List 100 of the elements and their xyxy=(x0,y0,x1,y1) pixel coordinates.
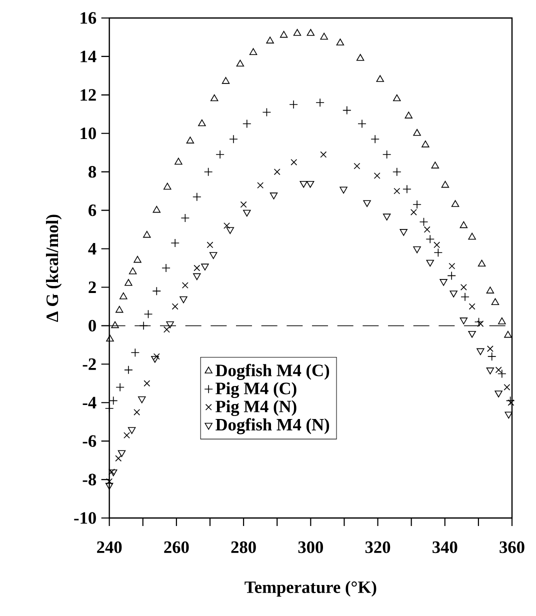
point xyxy=(106,478,113,485)
y-tick-label: 12 xyxy=(80,89,96,101)
x-tick-label: 280 xyxy=(231,541,256,554)
point xyxy=(105,482,114,490)
legend-label: Dogfish M4 (C) xyxy=(216,364,330,380)
legend-label: Pig M4 (N) xyxy=(216,400,296,416)
point xyxy=(498,317,506,324)
point xyxy=(440,279,448,286)
point xyxy=(487,352,496,361)
point xyxy=(393,94,401,102)
point xyxy=(172,303,178,310)
y-tick-label: 8 xyxy=(88,166,96,178)
point xyxy=(356,54,364,61)
y-tick-label: -4 xyxy=(82,396,96,408)
point xyxy=(460,221,468,228)
point xyxy=(266,36,274,44)
point xyxy=(340,186,348,194)
point xyxy=(506,396,515,406)
point xyxy=(242,119,252,128)
point xyxy=(358,119,366,128)
point xyxy=(476,348,484,356)
point xyxy=(413,246,421,254)
point xyxy=(153,353,160,360)
point xyxy=(186,136,194,144)
point xyxy=(412,200,422,209)
point xyxy=(508,399,514,406)
point xyxy=(468,330,476,338)
point xyxy=(402,184,412,194)
point xyxy=(138,396,146,404)
point xyxy=(300,180,308,188)
y-axis-title: Δ G (kcal/mol) xyxy=(46,214,62,322)
point xyxy=(434,248,443,258)
point xyxy=(478,260,486,267)
point xyxy=(494,390,502,398)
point xyxy=(422,140,430,148)
y-tick-label: 0 xyxy=(88,320,96,332)
point xyxy=(400,229,408,236)
point xyxy=(193,273,201,280)
y-tick-label: -6 xyxy=(82,435,96,447)
point xyxy=(504,384,510,390)
point xyxy=(448,262,456,270)
point xyxy=(447,271,456,280)
point xyxy=(270,192,278,200)
point xyxy=(229,134,238,144)
point xyxy=(104,404,114,413)
point xyxy=(426,234,435,244)
point xyxy=(342,106,352,115)
point xyxy=(216,150,224,159)
point xyxy=(134,408,140,416)
point xyxy=(124,432,130,439)
point xyxy=(451,200,460,207)
point xyxy=(206,242,214,248)
point xyxy=(392,167,402,176)
point xyxy=(434,242,440,248)
point xyxy=(192,192,202,202)
point xyxy=(152,286,162,296)
point xyxy=(180,296,188,304)
point xyxy=(170,238,180,248)
point xyxy=(108,396,118,406)
point xyxy=(460,284,467,290)
y-tick-label: 6 xyxy=(88,204,96,216)
y-tick-label: 4 xyxy=(88,243,96,254)
point xyxy=(336,38,344,46)
point xyxy=(486,368,494,374)
point xyxy=(404,112,413,118)
y-tick-label: 10 xyxy=(80,128,96,140)
point xyxy=(426,260,434,267)
point xyxy=(120,292,128,300)
x-axis-title: Temperature (°K) xyxy=(244,580,376,597)
point xyxy=(194,264,200,272)
y-tick-label: -2 xyxy=(82,358,96,370)
y-tick-label: 16 xyxy=(80,12,96,24)
point xyxy=(116,382,124,392)
point xyxy=(144,380,150,387)
legend-label: Pig M4 (C) xyxy=(216,382,296,398)
point xyxy=(290,158,298,166)
point xyxy=(236,60,244,67)
point xyxy=(180,214,190,222)
point xyxy=(139,321,148,330)
point xyxy=(240,201,247,208)
point xyxy=(460,318,468,324)
point xyxy=(130,348,140,358)
point xyxy=(166,321,174,328)
point xyxy=(491,298,500,306)
point xyxy=(477,320,484,327)
point xyxy=(504,330,512,338)
point xyxy=(116,306,124,313)
point xyxy=(474,317,484,326)
point xyxy=(124,366,133,374)
x-tick-label: 260 xyxy=(164,541,189,554)
point xyxy=(109,469,118,476)
point xyxy=(382,150,392,159)
point xyxy=(424,226,430,233)
point xyxy=(210,94,218,102)
point xyxy=(354,162,360,170)
point xyxy=(306,28,315,36)
point xyxy=(431,162,440,168)
point xyxy=(128,267,137,274)
point xyxy=(163,326,170,333)
point xyxy=(118,450,126,458)
